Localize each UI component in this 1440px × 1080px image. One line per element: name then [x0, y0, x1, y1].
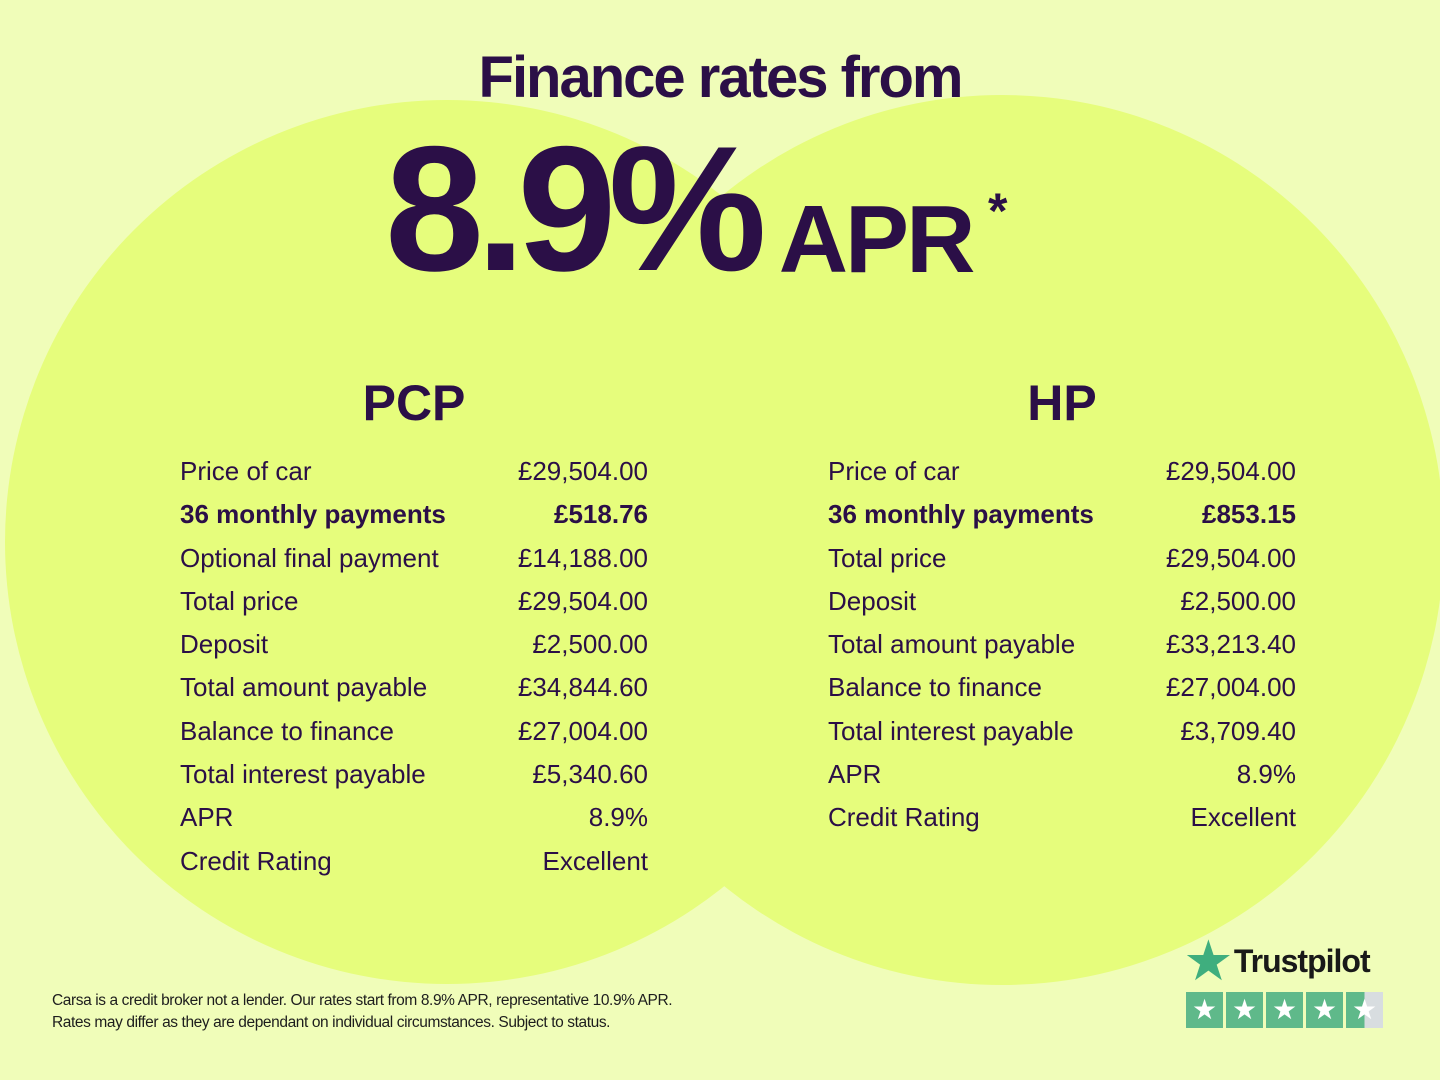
trustpilot-stars: ★ ★ ★ ★ ★ — [1186, 992, 1383, 1028]
hp-rows: Price of car £29,504.00 36 monthly payment… — [828, 450, 1296, 840]
row-label: Optional final payment — [180, 542, 439, 573]
row-label: Total price — [828, 542, 947, 573]
row-value: £5,340.60 — [532, 759, 648, 790]
row-label: Total interest payable — [180, 759, 426, 790]
rate-suffix: APR * — [779, 186, 1008, 288]
row-value: Excellent — [1190, 802, 1297, 833]
row-value: £29,504.00 — [1165, 456, 1296, 486]
row-value: Excellent — [542, 845, 649, 876]
row-value: £14,188.00 — [517, 542, 648, 573]
hp-panel: HP Price of car £29,504.00 36 monthly paym… — [828, 378, 1296, 840]
table-row: Credit Rating Excellent — [180, 840, 648, 883]
row-value: £33,213.40 — [1165, 629, 1296, 660]
table-row: Total amount payable £34,844.60 — [180, 666, 648, 709]
row-label: Total interest payable — [828, 715, 1074, 746]
row-label: Deposit — [828, 585, 917, 616]
row-value: £29,504.00 — [517, 456, 648, 486]
row-value: £853.15 — [1202, 499, 1296, 530]
row-value: £27,004.00 — [517, 715, 648, 746]
trustpilot-badge: ★ Trustpilot ★ ★ ★ ★ ★ — [1186, 936, 1383, 1028]
star-icon: ★ — [1186, 933, 1231, 989]
pcp-title: PCP — [362, 375, 466, 431]
disclaimer: Carsa is a credit broker not a lender. O… — [52, 990, 673, 1034]
row-value: £2,500.00 — [1180, 585, 1296, 616]
row-label: 36 monthly payments — [828, 499, 1094, 530]
row-label: Credit Rating — [828, 802, 980, 833]
row-value: 8.9% — [588, 802, 648, 833]
rate-value: 8.9% — [385, 109, 767, 308]
pcp-panel: PCP Price of car £29,504.00 36 monthly pay… — [180, 378, 648, 883]
row-value: £29,504.00 — [1165, 542, 1296, 573]
disclaimer-line: Rates may differ as they are dependant o… — [52, 1014, 611, 1031]
row-value: £29,504.00 — [517, 585, 648, 616]
star-icon: ★ — [1186, 992, 1223, 1028]
table-row: Balance to finance £27,004.00 — [828, 666, 1296, 709]
rate-display: 8.9% APR * — [385, 109, 1008, 308]
table-row: Deposit £2,500.00 — [828, 580, 1296, 623]
table-row: APR 8.9% — [180, 796, 648, 839]
pcp-rows: Price of car £29,504.00 36 monthly payment… — [180, 450, 648, 883]
table-row: Price of car £29,504.00 — [828, 450, 1296, 493]
row-label: Total amount payable — [180, 672, 428, 703]
table-row: Total interest payable £3,709.40 — [828, 710, 1296, 753]
row-label: Balance to finance — [180, 715, 394, 746]
star-icon: ★ — [1266, 992, 1303, 1028]
table-row: Total interest payable £5,340.60 — [180, 753, 648, 796]
row-label: APR — [828, 759, 882, 790]
background-circle-right — [560, 95, 1440, 985]
table-row: APR 8.9% — [828, 753, 1296, 796]
row-label: APR — [180, 802, 234, 833]
row-label: Total price — [180, 585, 299, 616]
table-row: 36 monthly payments £518.76 — [180, 493, 648, 536]
row-label: Deposit — [180, 629, 269, 660]
table-row: Balance to finance £27,004.00 — [180, 710, 648, 753]
row-label: Total amount payable — [828, 629, 1076, 660]
row-value: £27,004.00 — [1165, 672, 1296, 703]
apr-label: APR — [778, 186, 976, 293]
table-row: Credit Rating Excellent — [828, 796, 1296, 839]
headline: Finance rates from — [478, 45, 964, 110]
row-label: Credit Rating — [180, 845, 332, 876]
row-value: £518.76 — [554, 499, 648, 530]
table-row: Deposit £2,500.00 — [180, 623, 648, 666]
row-value: 8.9% — [1236, 759, 1296, 790]
asterisk: * — [987, 183, 1008, 239]
row-label: Price of car — [828, 456, 960, 486]
table-row: Price of car £29,504.00 — [180, 450, 648, 493]
row-value: £3,709.40 — [1180, 715, 1296, 746]
row-label: Balance to finance — [828, 672, 1042, 703]
trustpilot-logo: ★ Trustpilot — [1186, 936, 1383, 986]
hp-title: HP — [1027, 375, 1097, 431]
table-row: Total price £29,504.00 — [180, 580, 648, 623]
table-row: Total amount payable £33,213.40 — [828, 623, 1296, 666]
disclaimer-line: Carsa is a credit broker not a lender. O… — [52, 992, 673, 1009]
row-value: £34,844.60 — [517, 672, 648, 703]
star-icon: ★ — [1226, 992, 1263, 1028]
row-value: £2,500.00 — [532, 629, 648, 660]
star-icon: ★ — [1346, 992, 1383, 1028]
table-row: Total price £29,504.00 — [828, 537, 1296, 580]
trustpilot-name: Trustpilot — [1233, 942, 1371, 979]
row-label: Price of car — [180, 456, 312, 486]
table-row: Optional final payment £14,188.00 — [180, 537, 648, 580]
row-label: 36 monthly payments — [180, 499, 446, 530]
star-icon: ★ — [1306, 992, 1343, 1028]
table-row: 36 monthly payments £853.15 — [828, 493, 1296, 536]
